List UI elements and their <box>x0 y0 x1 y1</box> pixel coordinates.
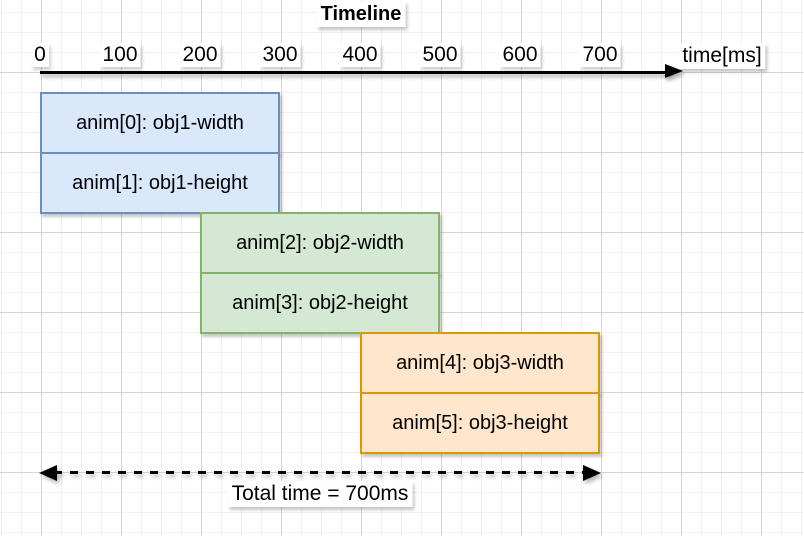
axis-tick-label: 0 <box>31 43 49 67</box>
animation-bar: anim[4]: obj3-width <box>360 332 600 394</box>
axis-tick-label: 500 <box>419 43 461 67</box>
time-axis-line <box>40 71 668 74</box>
axis-tick-label: 100 <box>99 43 141 67</box>
animation-bar: anim[5]: obj3-height <box>360 392 600 454</box>
total-time-label: Total time = 700ms <box>227 481 413 507</box>
animation-bar: anim[0]: obj1-width <box>40 92 280 154</box>
animation-bar: anim[3]: obj2-height <box>200 272 440 334</box>
diagram-title: Timeline <box>316 1 406 27</box>
arrowhead-right-icon <box>583 465 601 481</box>
total-duration-arrow <box>39 465 601 481</box>
arrowhead-left-icon <box>39 465 57 481</box>
axis-tick-label: 400 <box>339 43 381 67</box>
axis-unit-label: time[ms] <box>678 43 766 69</box>
axis-tick-label: 300 <box>259 43 301 67</box>
animation-bar: anim[2]: obj2-width <box>200 212 440 274</box>
dashed-line <box>54 471 586 474</box>
axis-tick-label: 700 <box>579 43 621 67</box>
axis-tick-label: 600 <box>499 43 541 67</box>
axis-tick-label: 200 <box>179 43 221 67</box>
animation-bar: anim[1]: obj1-height <box>40 152 280 214</box>
